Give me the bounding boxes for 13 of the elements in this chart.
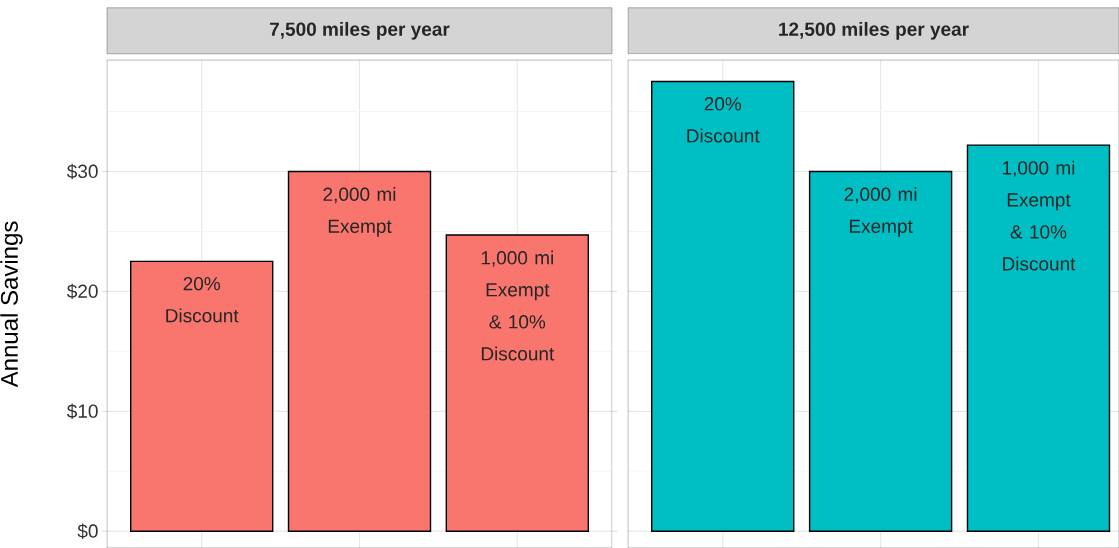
y-tick-label: $30 <box>66 163 98 180</box>
chart-title: 7,500 miles per year <box>270 21 450 40</box>
bar <box>445 234 590 532</box>
chart-title: 12,500 miles per year <box>779 21 969 40</box>
bar <box>130 260 274 532</box>
bar <box>287 170 432 532</box>
x-tick-label: 1,000 mi Exempt & 10% Discount <box>481 250 555 361</box>
y-axis-title: Annual Savings <box>0 221 23 388</box>
y-tick-label: $0 <box>77 523 98 539</box>
category-label: 2,000 mi Exempt <box>844 187 917 237</box>
category-label: 20% Discount <box>687 97 760 143</box>
y-tick-label: $10 <box>66 403 98 419</box>
y-tick-label: $20 <box>66 283 98 300</box>
